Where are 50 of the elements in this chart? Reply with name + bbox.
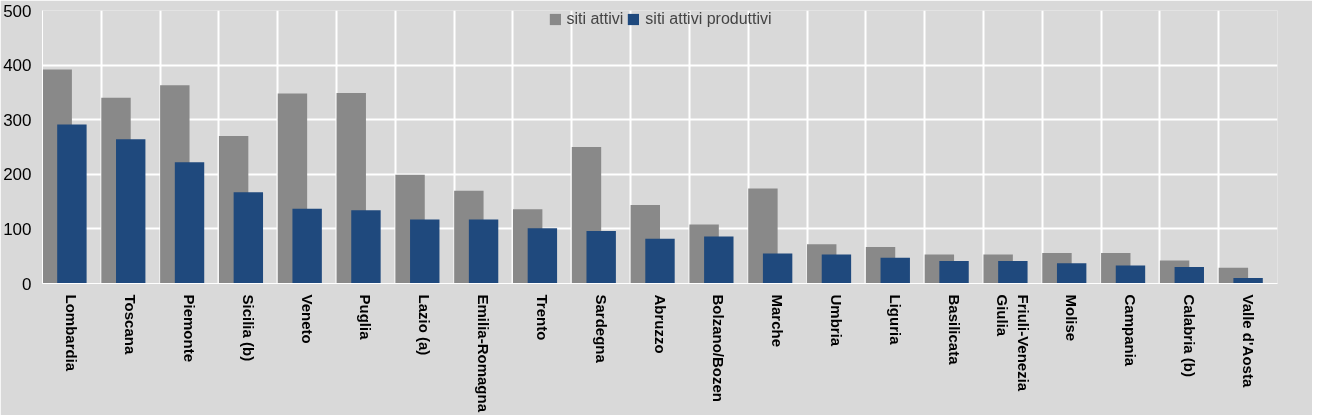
x-tick-label: Trento — [533, 294, 551, 341]
bar — [351, 210, 381, 284]
x-tick-label: Abruzzo — [651, 294, 669, 354]
y-tick-label: 400 — [3, 56, 32, 76]
x-tick-label: Lazio (a) — [416, 294, 434, 356]
x-tick-label: Sicilia (b) — [239, 294, 257, 362]
y-tick-label: 100 — [3, 219, 32, 239]
bar — [1115, 265, 1146, 284]
bar — [410, 219, 440, 284]
bar — [704, 236, 734, 284]
x-tick-label: Sardegna — [592, 294, 610, 364]
bar — [880, 257, 910, 284]
bar — [998, 261, 1028, 284]
bar — [1174, 267, 1204, 284]
bar — [645, 238, 675, 284]
bar — [1233, 278, 1263, 284]
bar — [233, 192, 264, 284]
bar — [468, 219, 499, 284]
bar — [762, 253, 793, 284]
y-tick-label: 200 — [3, 165, 32, 185]
x-tick-label: Emilia-Romagna — [475, 294, 493, 413]
y-tick-label: 500 — [3, 1, 32, 21]
x-tick-label: Molise — [1063, 294, 1081, 342]
x-tick-label: Umbria — [827, 294, 845, 347]
x-tick-label: Liguria — [886, 294, 904, 346]
legend-label: siti attivi produttivi — [645, 10, 772, 28]
bar — [292, 208, 322, 284]
x-tick-label: Lombardia — [63, 294, 81, 372]
bar — [586, 231, 616, 284]
bar — [939, 261, 969, 284]
x-tick-label: Toscana — [122, 294, 140, 355]
bar — [174, 162, 205, 284]
x-tick-label: Friuli-Venezia Giulia — [994, 294, 1032, 392]
bar — [821, 254, 852, 284]
y-tick-label: 0 — [22, 274, 32, 294]
bar — [1056, 263, 1087, 284]
bar — [57, 124, 87, 284]
bar — [116, 139, 146, 284]
x-tick-label: Campania — [1121, 294, 1139, 367]
y-tick-label: 300 — [3, 110, 32, 130]
x-tick-label: Puglia — [357, 294, 375, 341]
x-tick-label: Veneto — [298, 294, 316, 344]
bar — [527, 228, 558, 284]
x-tick-label: Basilicata — [945, 294, 963, 366]
legend-label: siti attivi — [566, 10, 624, 28]
x-tick-label: Calabria (b) — [1180, 294, 1198, 378]
x-tick-label: Marche — [769, 294, 787, 348]
x-tick-label: Bolzano/Bozen — [710, 294, 728, 402]
x-tick-label: Piemonte — [181, 294, 199, 363]
x-tick-label: Valle d'Aosta — [1239, 294, 1257, 388]
